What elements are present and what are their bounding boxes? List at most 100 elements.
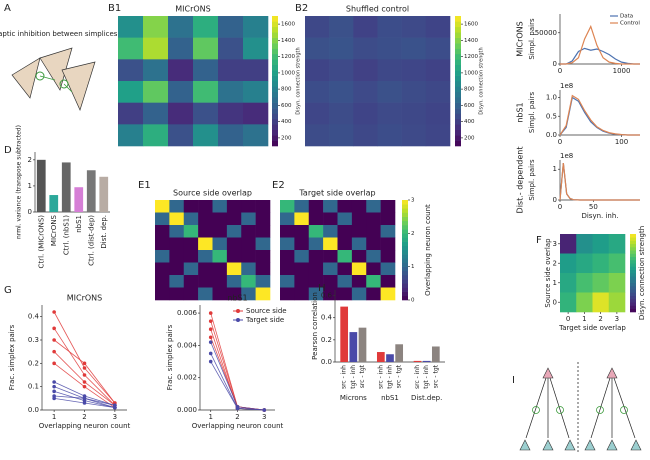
y-tick-label: 0.2 [28,359,39,367]
heatmap-cell [366,237,381,251]
heatmap-cell [243,102,269,125]
heatmap-cell [366,225,381,238]
heatmap-cell [377,81,402,103]
heatmap-cell [351,262,367,276]
heatmap-cell [366,212,381,226]
heatmap-cell [255,250,271,263]
x-axis-label: Disyn. inh. [581,212,618,220]
bar [386,354,394,362]
colorbar-tick-label: 1400 [281,38,295,44]
colorbar-step [272,16,278,22]
heatmap-cell [308,237,324,251]
colorbar-step [455,97,461,103]
heatmap-cell [143,81,169,103]
point [52,349,56,354]
y-tick-label: 0.0 [321,358,332,366]
heatmap-cell [366,200,381,213]
heatmap-cell [118,59,144,82]
x-tick-label: Ctrl. (nbS1) [62,215,70,255]
x-tick-label: 0 [566,315,570,323]
heatmap-cell [183,250,199,263]
colorbar-step [272,75,278,82]
heatmap-cell [169,250,185,263]
heatmap-cell [118,16,144,38]
x-axis-label: Target side overlap [558,324,626,332]
colorbar-step [402,275,408,280]
colorbar-step [402,216,408,222]
heatmap-cell [226,250,242,263]
heatmap-cell [329,59,354,82]
legend-label: Source side [246,307,287,315]
colorbar-tick-label: 0 [411,298,415,304]
colorbar-step [272,59,278,66]
heatmap-cell [143,16,169,38]
legend-label: Data [620,14,633,20]
point [82,396,87,401]
heatmap-cell [193,37,219,60]
colorbar-step [402,233,408,238]
heatmap-cell [155,200,170,213]
colorbar-step [455,21,461,28]
heatmap-cell [329,81,354,103]
x-tick-label: 3 [113,413,117,421]
heatmap-cell [243,59,269,82]
point [208,311,213,315]
colorbar-step [630,292,636,297]
x-tick-label: 0 [558,203,562,211]
heatmap-cell [377,124,402,147]
heatmap-cell [323,212,338,226]
heatmap-cell [351,212,367,226]
heatmap-cell [308,262,324,276]
colorbar-step [455,129,461,136]
heatmap-cell [198,262,213,276]
legend-label: Control [620,21,640,27]
group-label: nbS1 [381,394,399,402]
y-tick-label: 0 [553,60,557,68]
heatmap-cell [241,225,256,238]
colorbar-step [272,37,278,44]
heatmap-cell [305,81,330,103]
panel-label: A [4,3,11,14]
x-tick-label: 2 [235,413,239,421]
colorbar-tick-label: 1600 [281,22,295,28]
heatmap-cell [380,250,396,263]
legend-marker [236,318,240,322]
y-axis-label: Source side overlap [544,238,552,308]
y-axis-label: Simpl. pairs [528,92,536,134]
heatmap-cell [337,275,353,288]
chart-title: Target side overlap [298,189,375,198]
heatmap-cell [377,59,402,82]
panel-label: E2 [272,180,285,191]
colorbar-step [272,70,278,76]
heatmap-cell [305,102,330,125]
colorbar-step [272,21,278,28]
colorbar-tick-label: 200 [464,135,475,141]
heatmap-cell [243,37,269,60]
x-tick-label: 1000 [613,67,631,75]
x-tick-label: tgt - inh [350,365,357,389]
heatmap-cell [212,262,228,276]
heatmap-cell [351,200,367,213]
y-tick-label: 3 [553,240,557,248]
heatmap-cell [305,16,330,38]
colorbar-tick-label: 1200 [464,54,478,60]
colorbar-step [272,43,278,49]
heatmap-cell [168,81,194,103]
y-axis-label: Simpl. pairs [528,18,536,60]
heatmap-cell [305,59,330,82]
colorbar-tick-label: 1600 [464,22,478,28]
heatmap-cell [280,275,295,288]
y-tick-label: 1 [553,165,557,173]
colorbar-step [455,91,461,98]
heatmap-cell [337,250,353,263]
colorbar-step [402,208,408,213]
colorbar-tick-label: 400 [281,119,292,125]
heatmap-cell [576,253,593,274]
heatmap-cell [143,124,169,147]
heatmap-cell [576,273,593,293]
colorbar-step [630,282,636,287]
point [52,389,56,394]
colorbar-step [630,263,636,267]
chart-title: Shuffled control [346,5,409,14]
heatmap-cell [323,275,338,288]
